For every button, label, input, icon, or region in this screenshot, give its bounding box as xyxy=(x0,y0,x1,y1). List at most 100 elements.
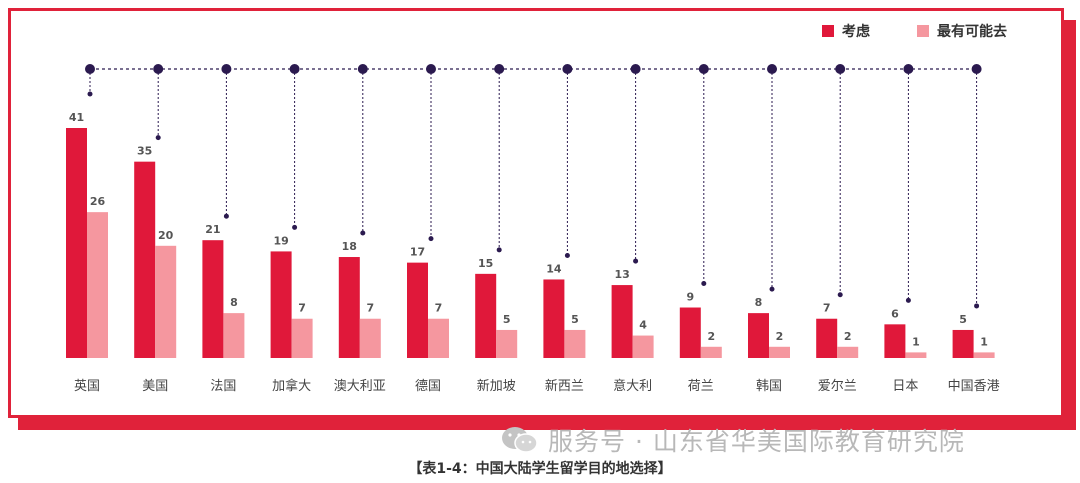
x-tick-label: 荷兰 xyxy=(688,379,714,394)
timeline-small-dot xyxy=(564,252,570,258)
x-tick-label: 新加坡 xyxy=(477,378,516,394)
bar-most-likely xyxy=(223,313,245,358)
bar-consider xyxy=(66,128,87,358)
dot-timeline xyxy=(85,64,982,309)
x-tick-label: 中国香港 xyxy=(948,379,1000,394)
bar-consider xyxy=(202,240,224,358)
bar-value-label: 7 xyxy=(823,302,831,315)
x-tick-label: 意大利 xyxy=(613,378,652,394)
x-tick-label: 美国 xyxy=(142,379,168,394)
timeline-dot xyxy=(767,64,777,74)
bar-consider xyxy=(748,313,769,358)
bar-consider xyxy=(407,262,428,358)
wechat-icon xyxy=(502,427,538,453)
legend-label: 考虑 xyxy=(842,23,870,40)
watermark-text: 服务号 · 山东省华美国际教育研究院 xyxy=(548,427,965,456)
bar-value-label: 13 xyxy=(614,268,629,281)
bar-value-label: 41 xyxy=(69,111,84,124)
bar-value-label: 9 xyxy=(686,291,694,304)
bar-value-label: 18 xyxy=(342,240,357,253)
timeline-dot xyxy=(971,64,982,74)
timeline-dot xyxy=(630,64,641,74)
bar-value-label: 14 xyxy=(546,262,562,275)
x-tick-label: 新西兰 xyxy=(545,378,584,394)
bar-consider xyxy=(134,161,156,358)
bar-consider xyxy=(816,318,838,358)
x-tick-label: 澳大利亚 xyxy=(334,378,386,394)
timeline-dot xyxy=(835,64,846,74)
bar-consider xyxy=(475,273,497,358)
bar-value-label: 6 xyxy=(891,307,899,320)
timeline-small-dot xyxy=(701,281,707,287)
bar-most-likely xyxy=(769,346,790,358)
timeline-small-dot xyxy=(496,247,502,253)
bar-value-label: 17 xyxy=(410,246,425,259)
bar-most-likely xyxy=(155,245,177,358)
bar-consider xyxy=(338,257,360,358)
bar-most-likely xyxy=(564,329,586,358)
bar-most-likely xyxy=(496,329,518,358)
timeline-dot xyxy=(426,64,436,74)
timeline-small-dot xyxy=(292,224,298,230)
bar-value-label: 26 xyxy=(90,195,106,208)
legend-label: 最有可能去 xyxy=(937,23,1007,40)
bar-consider xyxy=(611,285,633,358)
bar-most-likely xyxy=(428,318,449,358)
timeline-dot xyxy=(85,64,95,74)
bar-value-label: 7 xyxy=(298,302,306,315)
timeline-small-dot xyxy=(428,236,434,242)
bar-consider xyxy=(952,329,974,358)
bar-consider xyxy=(270,251,292,358)
timeline-small-dot xyxy=(769,286,775,292)
timeline-dot xyxy=(289,64,300,74)
x-tick-label: 德国 xyxy=(415,379,441,394)
timeline-dot xyxy=(153,64,164,74)
timeline-small-dot xyxy=(633,258,639,264)
bar-most-likely xyxy=(359,318,381,358)
bar-most-likely xyxy=(632,335,654,358)
bar-most-likely xyxy=(973,352,995,358)
bar-value-label: 20 xyxy=(158,229,174,242)
x-tick-label: 英国 xyxy=(74,379,100,394)
bar-consider xyxy=(679,307,701,358)
bar-value-label: 8 xyxy=(755,296,763,309)
x-tick-label: 加拿大 xyxy=(272,378,311,394)
timeline-dot xyxy=(698,64,709,74)
timeline-small-dot xyxy=(223,213,229,219)
x-tick-label: 日本 xyxy=(892,379,918,394)
timeline-small-dot xyxy=(974,303,980,309)
bar-value-label: 7 xyxy=(366,302,374,315)
bars: 4126英国3520美国218法国197加拿大187澳大利亚177德国155新加… xyxy=(66,111,1000,394)
timeline-small-dot xyxy=(905,297,911,303)
bar-value-label: 8 xyxy=(230,296,238,309)
bar-value-label: 5 xyxy=(571,313,579,326)
legend-swatch xyxy=(822,25,834,37)
bar-most-likely xyxy=(837,346,859,358)
timeline-small-dot xyxy=(837,292,843,298)
bar-consider xyxy=(543,279,565,358)
bar-value-label: 15 xyxy=(478,257,493,270)
timeline-dot xyxy=(357,64,368,74)
x-tick-label: 爱尔兰 xyxy=(818,379,857,394)
timeline-dot xyxy=(562,64,573,74)
x-tick-label: 韩国 xyxy=(756,379,782,394)
bar-value-label: 5 xyxy=(959,313,967,326)
timeline-small-dot xyxy=(155,135,161,141)
timeline-small-dot xyxy=(360,230,366,236)
watermark: 服务号 · 山东省华美国际教育研究院 xyxy=(500,418,965,462)
timeline-dot xyxy=(221,64,232,74)
timeline-dot xyxy=(494,64,505,74)
bar-value-label: 4 xyxy=(639,319,647,332)
bar-value-label: 35 xyxy=(137,145,152,158)
timeline-dot xyxy=(903,64,914,74)
bar-value-label: 21 xyxy=(205,223,220,236)
legend: 考虑 最有可能去 xyxy=(822,23,1007,40)
chart-caption: 【表1-4：中国大陆学生留学目的地选择】 xyxy=(408,461,672,477)
bar-consider xyxy=(884,324,906,358)
bar-most-likely xyxy=(291,318,313,358)
bar-value-label: 19 xyxy=(273,234,288,247)
bar-most-likely xyxy=(905,352,927,358)
bar-value-label: 2 xyxy=(707,330,715,343)
x-tick-label: 法国 xyxy=(210,379,236,394)
